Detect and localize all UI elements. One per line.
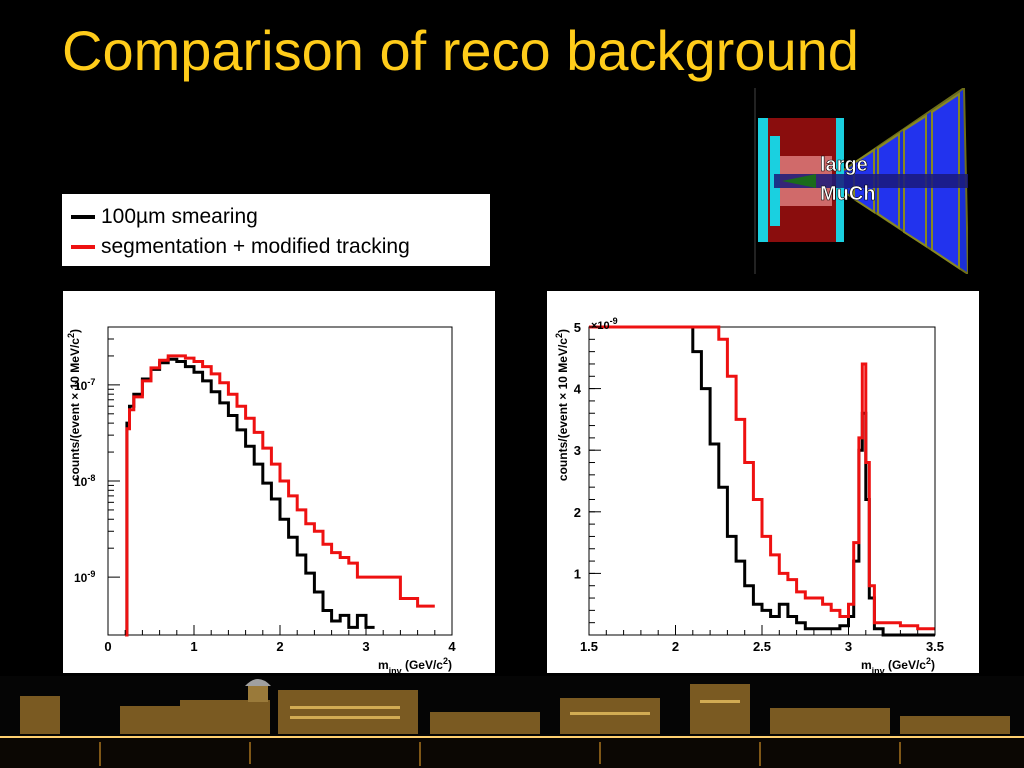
- legend-item-segmentation: segmentation + modified tracking: [71, 232, 490, 262]
- x-tick-label: 3: [845, 639, 852, 654]
- x-tick-label: 4: [448, 639, 456, 654]
- y-axis-label: counts/(event × 10 MeV/c2): [66, 329, 82, 481]
- y-tick-label: 3: [574, 443, 581, 458]
- x-tick-label: 0: [104, 639, 111, 654]
- chart-panel-right: 1.5 2 2.5 3 3.5 1 2 3 4 5 ×10-9 minv (GeV/c2) counts…: [547, 291, 979, 673]
- detector-label-much: MuCh: [820, 183, 876, 205]
- legend-label: segmentation + modified tracking: [101, 235, 410, 258]
- legend-swatch-red: [71, 245, 95, 249]
- legend-swatch-black: [71, 215, 95, 219]
- y-tick-label: 2: [574, 505, 581, 520]
- chart-left: 0 1 2 3 4 10-7 10-8 10-9 minv (GeV/c2) counts/(ev…: [66, 326, 456, 673]
- y-tick-label: 10-7: [74, 377, 95, 393]
- x-tick-label: 3: [362, 639, 369, 654]
- chart-right: 1.5 2 2.5 3 3.5 1 2 3 4 5 ×10-9 minv (GeV/c2) counts…: [554, 316, 944, 673]
- y-tick-label: 5: [574, 320, 581, 335]
- series-line-red: [589, 325, 935, 631]
- y-tick-label: 1: [574, 566, 581, 581]
- x-tick-label: 3.5: [926, 639, 944, 654]
- x-axis-label: minv (GeV/c2): [378, 656, 452, 673]
- city-skyline-background: [0, 676, 1024, 768]
- y-tick-label: 10-8: [74, 473, 95, 489]
- x-tick-label: 1.5: [580, 639, 598, 654]
- x-axis-label: minv (GeV/c2): [861, 656, 935, 673]
- y-axis-label: counts/(event × 10 MeV/c2): [554, 329, 570, 481]
- x-tick-label: 2: [672, 639, 679, 654]
- detector-label-large: large: [820, 154, 868, 176]
- legend-item-smearing: 100µm smearing: [71, 202, 490, 232]
- y-tick-label: 10-9: [74, 569, 95, 585]
- y-multiplier-label: ×10-9: [591, 316, 618, 332]
- legend-label: 100µm smearing: [101, 205, 258, 228]
- x-tick-label: 1: [190, 639, 197, 654]
- plot-frame: [588, 326, 936, 636]
- slide-title: Comparison of reco background: [62, 19, 859, 82]
- series-line-red: [125, 354, 435, 637]
- detector-schematic: large MuCh: [754, 88, 968, 274]
- chart-panel-left: 0 1 2 3 4 10-7 10-8 10-9 minv (GeV/c2) counts/(ev…: [63, 291, 495, 673]
- legend: 100µm smearing segmentation + modified t…: [62, 194, 490, 266]
- y-tick-label: 4: [574, 382, 582, 397]
- x-tick-label: 2.5: [753, 639, 771, 654]
- x-tick-label: 2: [276, 639, 283, 654]
- series-line-black: [589, 325, 935, 637]
